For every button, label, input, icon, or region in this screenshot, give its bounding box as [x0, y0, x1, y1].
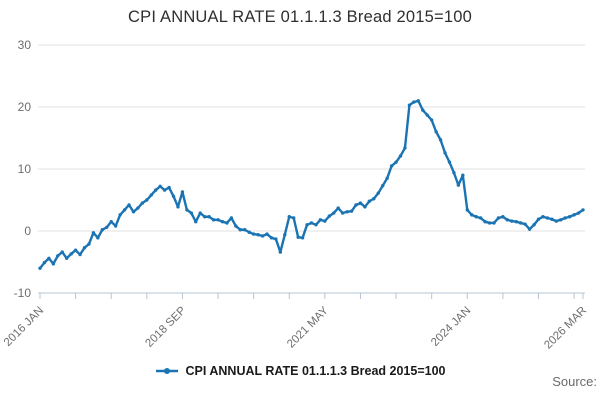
cpi-bread-line-chart: 30 20 10 0 -10 2016 JAN 2018 SEP 2021 MAY 2024 J… — [2, 38, 589, 352]
svg-text:0: 0 — [24, 224, 31, 238]
svg-text:30: 30 — [18, 38, 32, 52]
series-line — [38, 99, 585, 270]
chart-title: CPI ANNUAL RATE 01.1.1.3 Bread 2015=100 — [128, 8, 472, 26]
x-tick-marks — [39, 293, 584, 299]
svg-text:10: 10 — [18, 162, 32, 176]
svg-text:2024 JAN: 2024 JAN — [429, 305, 473, 349]
x-axis-labels: 2016 JAN 2018 SEP 2021 MAY 2024 JAN 2026 MAR — [2, 304, 589, 351]
legend-series-label: CPI ANNUAL RATE 01.1.1.3 Bread 2015=100 — [185, 364, 446, 378]
legend-line-marker-icon — [155, 368, 178, 374]
svg-text:2016 JAN: 2016 JAN — [2, 305, 46, 349]
svg-text:2018 SEP: 2018 SEP — [143, 304, 188, 349]
y-gridlines — [38, 44, 585, 232]
svg-text:2021 MAY: 2021 MAY — [285, 304, 331, 350]
source-label: Source: — [552, 374, 597, 389]
svg-text:-10: -10 — [14, 286, 32, 300]
legend: CPI ANNUAL RATE 01.1.1.3 Bread 2015=100 — [0, 364, 600, 378]
plot-area: 30 20 10 0 -10 2016 JAN 2018 SEP 2021 MAY 2024 J… — [2, 38, 589, 352]
y-axis-labels: 30 20 10 0 -10 — [14, 38, 32, 300]
series-points — [38, 99, 585, 270]
svg-text:20: 20 — [18, 100, 32, 114]
svg-text:2026 MAR: 2026 MAR — [542, 305, 589, 352]
